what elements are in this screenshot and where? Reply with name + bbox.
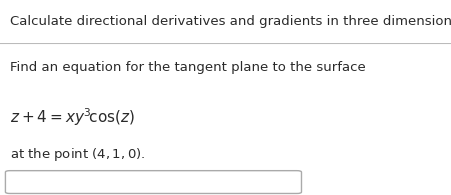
Text: $z + 4 = xy^3\!\cos(z)$: $z + 4 = xy^3\!\cos(z)$	[10, 107, 134, 129]
Text: at the point $(4, 1, 0)$.: at the point $(4, 1, 0)$.	[10, 146, 145, 163]
Text: Find an equation for the tangent plane to the surface: Find an equation for the tangent plane t…	[10, 61, 365, 74]
FancyBboxPatch shape	[5, 171, 301, 193]
Text: Calculate directional derivatives and gradients in three dimensions.: Calculate directional derivatives and gr…	[10, 15, 451, 28]
